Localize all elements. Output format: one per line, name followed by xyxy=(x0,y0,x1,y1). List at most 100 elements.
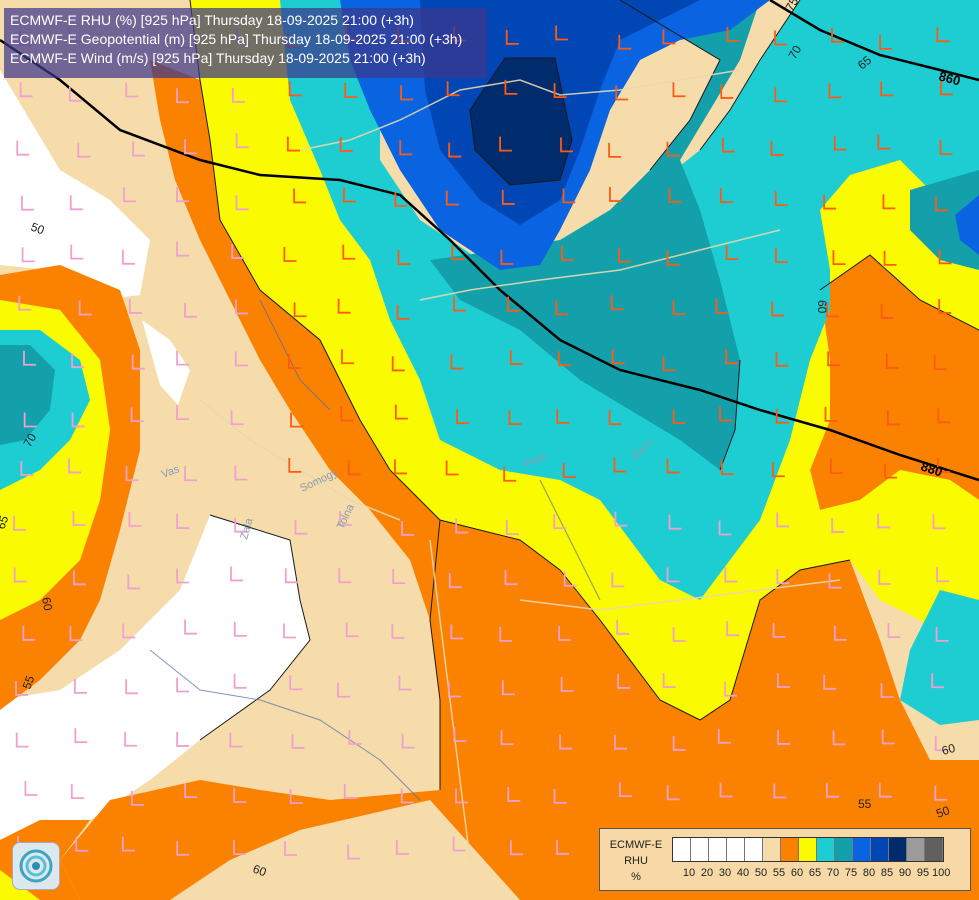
wind-barb xyxy=(451,245,465,261)
wind-barb xyxy=(725,245,739,261)
wind-barb xyxy=(672,626,686,642)
wind-barb xyxy=(338,568,352,584)
wind-barb xyxy=(294,519,308,535)
wind-barb xyxy=(774,191,788,207)
wind-barb xyxy=(507,786,521,802)
wind-barb xyxy=(722,137,736,153)
wind-barb xyxy=(339,136,353,152)
borders xyxy=(199,69,841,861)
wind-barb xyxy=(176,840,190,856)
wind-barb xyxy=(176,405,190,421)
place-label: Zala xyxy=(238,516,255,541)
legend-swatch xyxy=(763,838,781,861)
wind-barb xyxy=(563,571,577,587)
wind-barb xyxy=(234,517,248,533)
contour-labels: 50 50 55 55 60 60 60 60 65 65 70 70 75 xyxy=(0,0,957,879)
wind-barb xyxy=(70,784,84,800)
rhu-region-cyan-se xyxy=(900,590,979,725)
wind-barb xyxy=(15,732,29,748)
wind-barb xyxy=(770,140,784,156)
wind-barb xyxy=(878,782,892,798)
wind-barb xyxy=(562,463,576,479)
wind-barb xyxy=(391,356,405,372)
wind-barb xyxy=(176,568,190,584)
wind-barb xyxy=(230,410,244,426)
wind-barb xyxy=(557,351,571,367)
wind-barb xyxy=(715,298,729,314)
wind-barb xyxy=(176,731,190,747)
wind-barb xyxy=(77,142,91,158)
contour-label: 55 xyxy=(858,797,872,811)
wind-barb xyxy=(877,134,891,150)
contour-label: 60 xyxy=(39,596,55,612)
wind-barb xyxy=(556,408,570,424)
wind-barb xyxy=(125,82,139,98)
wind-barb xyxy=(933,355,947,371)
wind-barb xyxy=(401,733,415,749)
wind-barb xyxy=(184,302,198,318)
wind-barb xyxy=(344,83,358,98)
wind-barb xyxy=(936,567,950,583)
wind-barb xyxy=(609,187,622,202)
wind-barb xyxy=(666,141,680,157)
wind-barb xyxy=(666,250,680,266)
wind-barb xyxy=(608,410,622,425)
legend-swatch xyxy=(889,838,907,861)
wind-barb xyxy=(726,26,740,42)
legend-tick: 40 xyxy=(736,867,750,879)
wind-barb xyxy=(825,302,839,318)
wind-barb xyxy=(662,673,676,689)
wind-barb xyxy=(726,621,740,637)
wind-barb xyxy=(400,788,414,804)
wind-barb xyxy=(879,34,893,50)
legend-title: ECMWF-E RHU % xyxy=(604,837,668,885)
wind-barb xyxy=(123,187,137,203)
wind-barb xyxy=(880,304,894,319)
wind-barb xyxy=(184,783,198,798)
wind-barb xyxy=(445,460,459,476)
wind-barb xyxy=(775,408,789,424)
wind-barb xyxy=(394,459,407,475)
wind-barb xyxy=(455,518,469,534)
wind-barb xyxy=(184,466,198,482)
wind-barb xyxy=(453,296,466,312)
wind-barb xyxy=(883,250,897,266)
wind-barb xyxy=(348,730,362,745)
wind-barb xyxy=(776,569,790,585)
wind-barb xyxy=(610,295,624,311)
wind-barb xyxy=(288,457,302,473)
wind-barb xyxy=(337,298,351,314)
wind-barb xyxy=(401,520,415,536)
wind-barb xyxy=(21,247,35,263)
wind-barb xyxy=(75,836,89,852)
wind-barb xyxy=(342,244,356,260)
wind-barb xyxy=(510,840,523,856)
wind-barb xyxy=(287,354,301,369)
wind-barb xyxy=(283,623,297,639)
wind-barb xyxy=(13,515,27,531)
wind-barb xyxy=(777,729,791,745)
wind-barb xyxy=(184,619,198,635)
wind-barb xyxy=(775,248,788,263)
wind-barb xyxy=(233,840,246,856)
title-wind: ECMWF-E Wind (m/s) [925 hPa] Thursday 18… xyxy=(10,50,426,66)
wind-barb xyxy=(611,349,625,365)
wind-barb xyxy=(284,841,297,856)
wind-barb xyxy=(339,511,353,526)
wind-barb xyxy=(78,300,92,316)
wind-barb xyxy=(398,675,412,691)
logo-icon xyxy=(12,842,60,890)
wind-barb xyxy=(885,353,899,369)
wind-barb xyxy=(122,249,135,265)
wind-barb xyxy=(832,730,846,746)
wind-barb xyxy=(394,191,408,207)
legend-tick: 75 xyxy=(844,867,858,879)
wind-barb xyxy=(71,412,85,428)
wind-barb xyxy=(507,296,521,312)
wind-barb xyxy=(121,836,135,852)
wind-barb xyxy=(938,298,952,314)
wind-barb xyxy=(176,88,189,104)
wind-barb xyxy=(347,844,361,860)
wind-barb xyxy=(555,25,569,41)
wind-barb xyxy=(724,681,737,697)
